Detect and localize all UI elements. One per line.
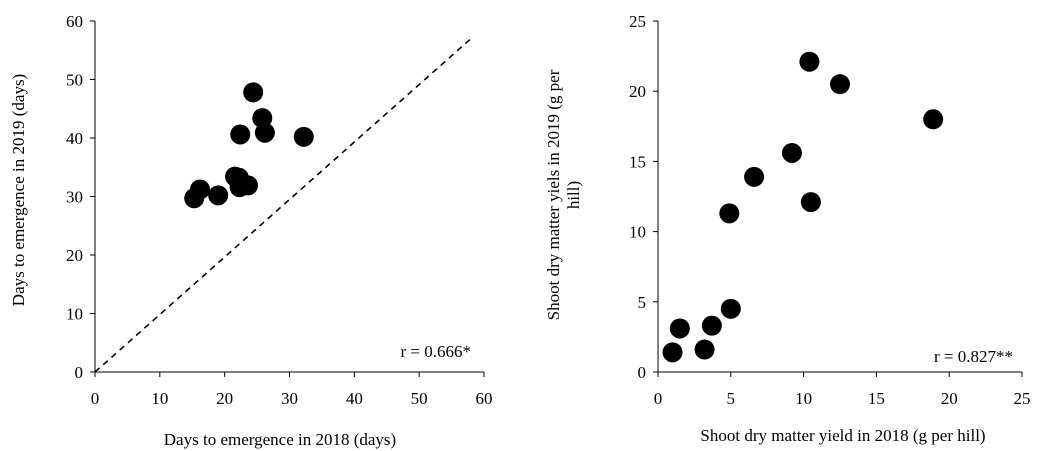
- chart-left-y-tick-label: 10: [66, 305, 83, 324]
- chart-left-data-point: [190, 179, 211, 200]
- chart-right-data-point: [830, 74, 850, 95]
- chart-right-x-axis-title: Shoot dry matter yield in 2018 (g per hi…: [700, 426, 985, 445]
- chart-right-data-point: [701, 315, 722, 336]
- chart-left-y-tick-label: 0: [75, 363, 84, 382]
- chart-right-x-tick-label: 15: [868, 389, 885, 408]
- chart-left-y-tick-label: 40: [66, 129, 83, 148]
- chart-left-data-point: [230, 124, 251, 145]
- chart-left-x-ticks: 0 10 20 30 40 50 60: [91, 372, 493, 408]
- chart-right-y-ticks: 0 5 10 15 20 25: [629, 12, 658, 382]
- chart-right-x-tick-label: 20: [941, 389, 958, 408]
- chart-right-y-tick-label: 0: [638, 363, 647, 382]
- chart-right-x-tick-label: 25: [1014, 389, 1031, 408]
- chart-right-y-tick-label: 25: [629, 12, 646, 31]
- chart-left-x-tick-label: 40: [346, 389, 363, 408]
- chart-right-data-point: [799, 51, 820, 72]
- chart-left-y-tick-label: 50: [66, 71, 83, 90]
- chart-right-data-point: [662, 342, 683, 363]
- chart-left-x-tick-label: 0: [91, 389, 100, 408]
- chart-left-x-tick-label: 30: [281, 389, 298, 408]
- chart-left-y-tick-label: 20: [66, 246, 83, 265]
- chart-left-y-tick-label: 30: [66, 188, 83, 207]
- chart-right-y-tick-label: 15: [629, 152, 646, 171]
- chart-left-x-tick-label: 10: [151, 389, 168, 408]
- chart-left-data-point: [243, 82, 264, 103]
- chart-left-x-tick-label: 50: [411, 389, 428, 408]
- chart-left-reference-line: [94, 37, 472, 373]
- chart-left-x-tick-label: 60: [476, 389, 493, 408]
- chart-left-points: [184, 82, 314, 209]
- chart-right-y-axis-title-line2: hill): [564, 181, 583, 209]
- chart-left-x-tick-label: 20: [216, 389, 233, 408]
- chart-right-y-axis-title-line1: Shoot dry matter yiels in 2019 (g per: [544, 69, 563, 320]
- chart-right-x-tick-label: 10: [795, 389, 812, 408]
- chart-right-data-point: [800, 192, 821, 213]
- chart-right-x-tick-label: 0: [654, 389, 663, 408]
- chart-right-data-point: [694, 339, 715, 360]
- chart-left-data-point: [254, 122, 275, 143]
- chart-right-data-point: [719, 203, 740, 224]
- chart-right: 0 5 10 15 20 25 0 5 10 15 20 25 r = 0.827** Shoot …: [544, 12, 1031, 445]
- chart-right-y-tick-label: 20: [629, 82, 646, 101]
- chart-left-x-axis-title: Days to emergence in 2018 (days): [164, 430, 396, 449]
- chart-left-y-ticks: 0 10 20 30 40 50 60: [66, 12, 95, 382]
- chart-left-y-axis-title: Days to emergence in 2019 (days): [9, 74, 28, 306]
- chart-right-data-point: [720, 298, 741, 319]
- chart-left-data-point: [293, 126, 314, 147]
- chart-right-x-ticks: 0 5 10 15 20 25: [654, 372, 1031, 408]
- chart-right-x-tick-label: 5: [727, 389, 736, 408]
- chart-left-annotation: r = 0.666*: [401, 342, 472, 361]
- chart-right-points: [662, 51, 944, 363]
- chart-right-y-axis-title: Shoot dry matter yiels in 2019 (g per hi…: [544, 69, 583, 320]
- chart-right-data-point: [781, 142, 802, 163]
- chart-right-y-tick-label: 5: [638, 293, 647, 312]
- chart-left: 0 10 20 30 40 50 60 0 10 20 30 40 50 60 r = 0.666* D…: [9, 12, 493, 449]
- chart-right-data-point: [923, 109, 944, 130]
- chart-right-annotation: r = 0.827**: [934, 347, 1013, 366]
- chart-left-data-point: [208, 185, 229, 206]
- chart-left-y-tick-label: 60: [66, 12, 83, 31]
- chart-right-data-point: [744, 166, 765, 187]
- chart-right-data-point: [669, 318, 690, 339]
- chart-right-y-tick-label: 10: [629, 223, 646, 242]
- chart-left-data-point: [238, 175, 259, 196]
